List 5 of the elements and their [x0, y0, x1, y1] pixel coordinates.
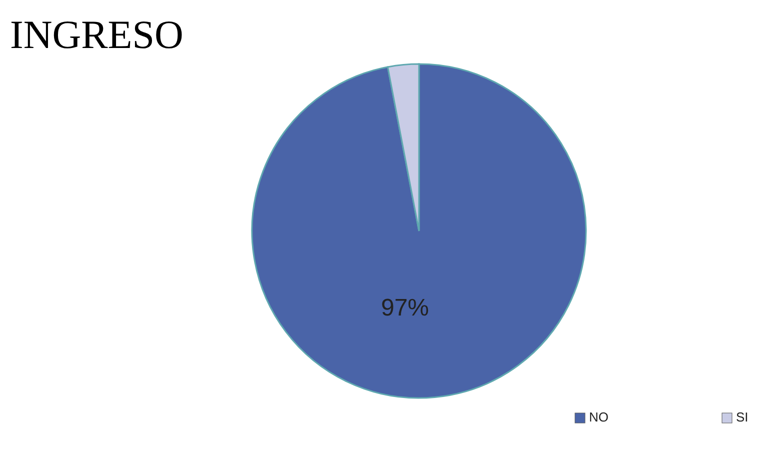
chart-title: INGRESO	[10, 12, 184, 57]
legend-label: SI	[736, 409, 748, 424]
legend-label: NO	[589, 409, 608, 424]
data-label: 97%	[380, 294, 430, 322]
pie-slice	[251, 63, 587, 399]
